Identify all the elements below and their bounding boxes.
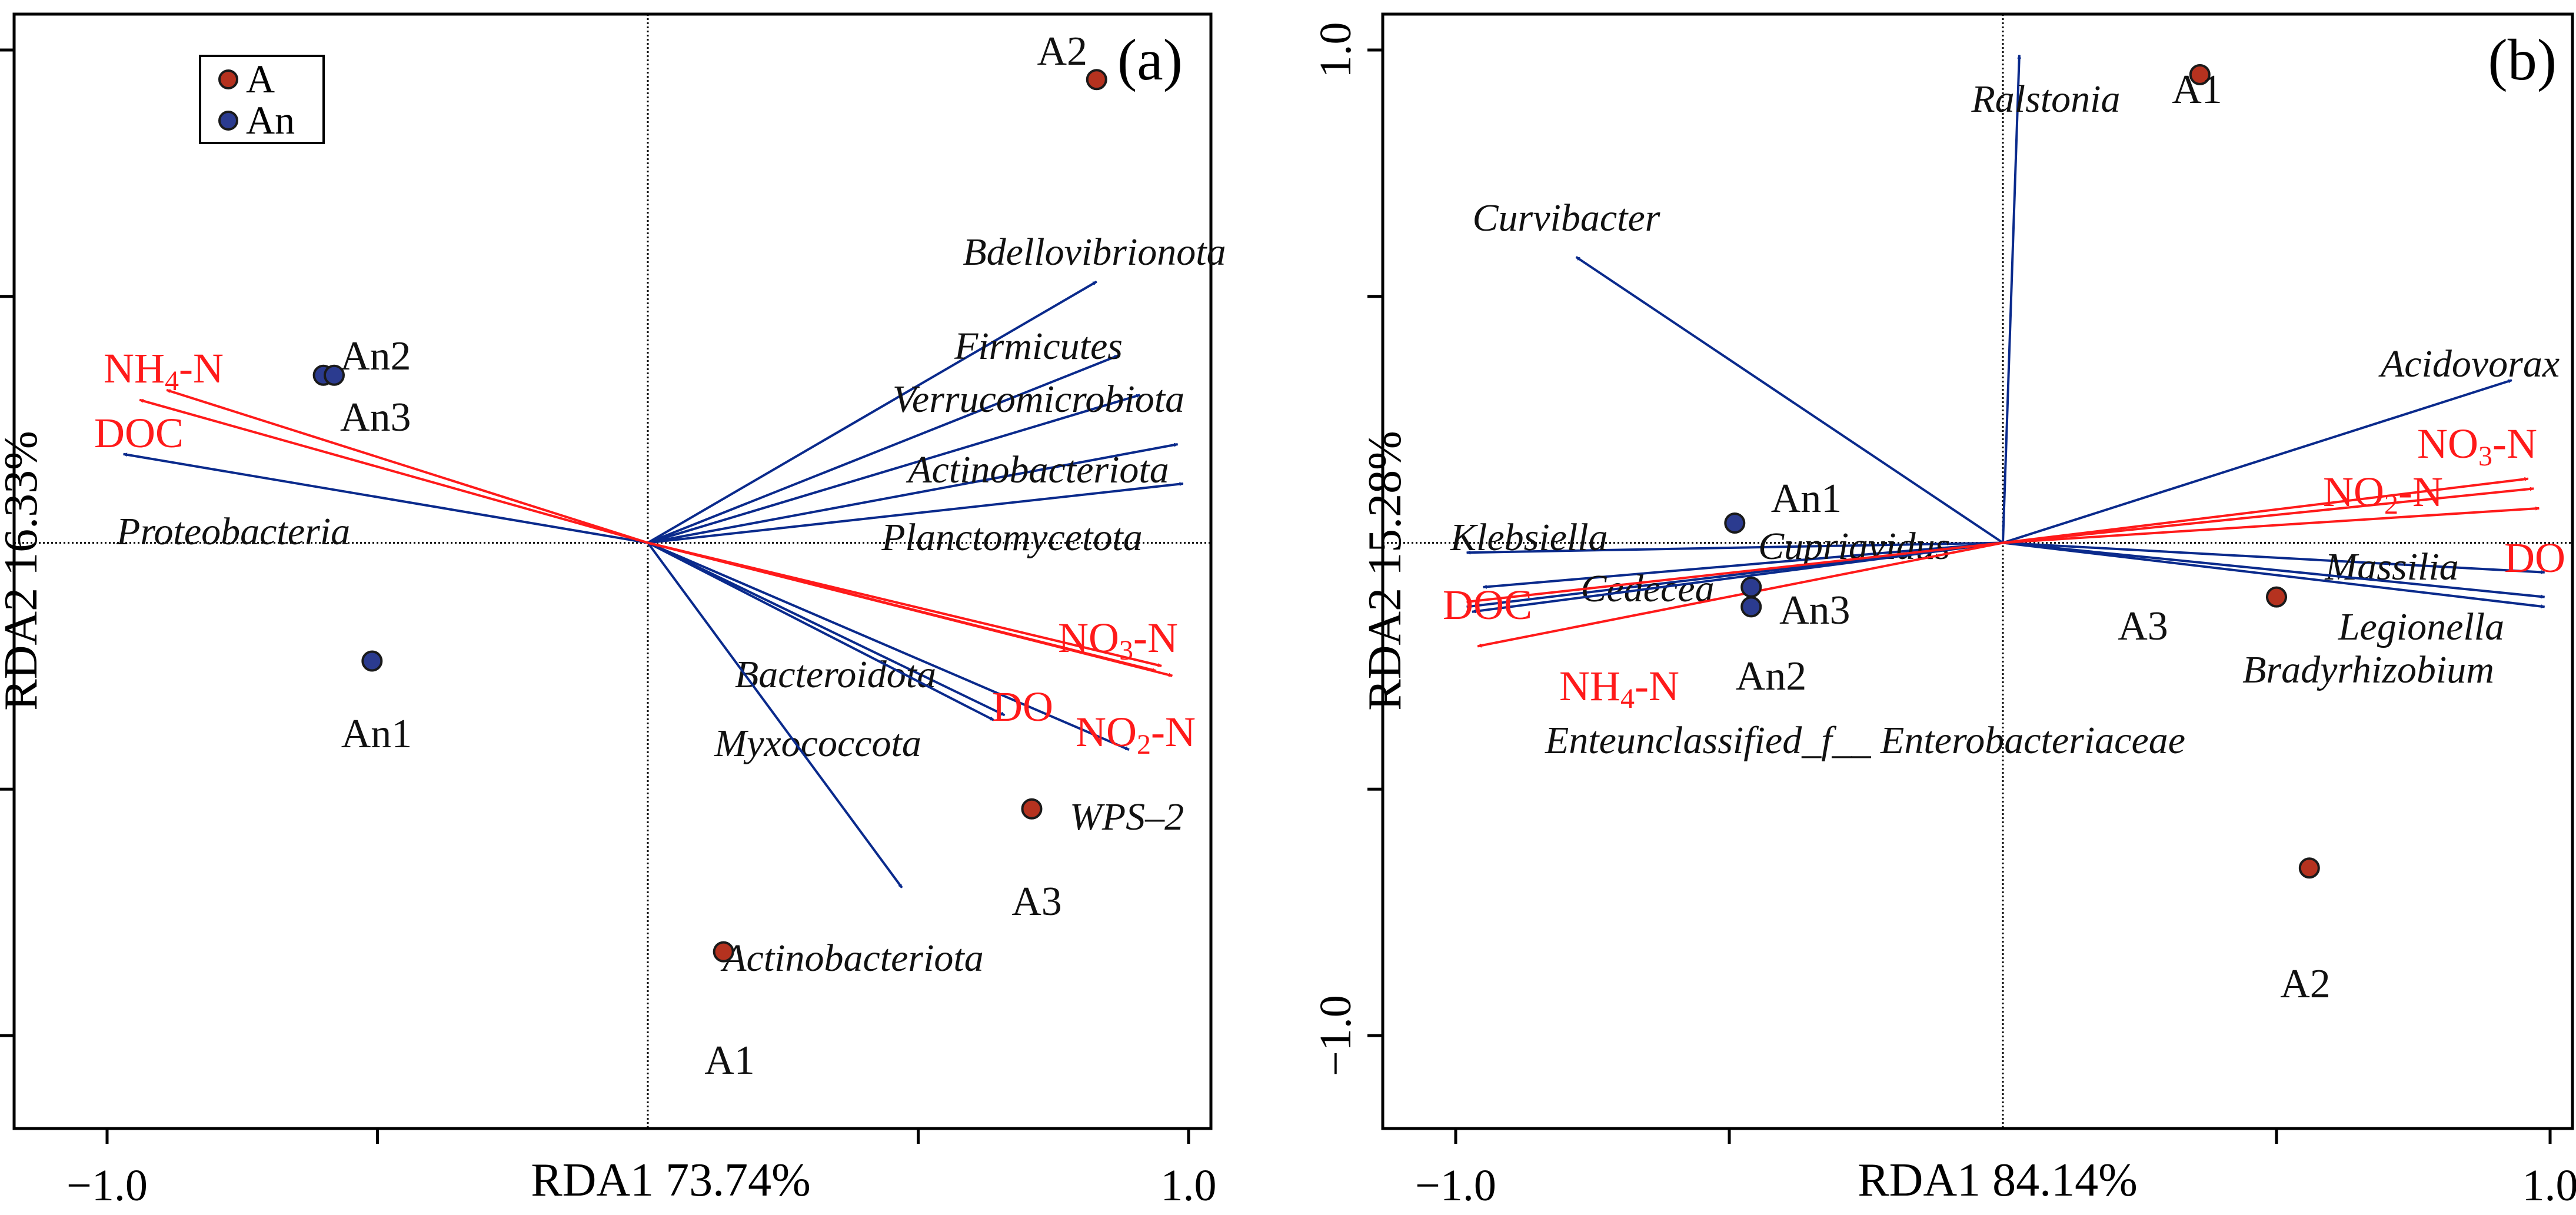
- species-label-bdellovibrionota: Bdellovibrionota: [963, 231, 1226, 274]
- y-axis-title: RDA2 15.28%: [1359, 431, 1411, 711]
- species-vector-bdellovibrionota: [647, 280, 1097, 544]
- species-label-bradyrhizobium: Bradyrhizobium: [2242, 648, 2494, 691]
- site-label-a3: A3: [2118, 604, 2168, 649]
- environment-label-nh-n: NH4​-N: [1559, 663, 1679, 714]
- site-point-a1: [713, 941, 734, 963]
- site-label-an2: An2: [1736, 654, 1807, 699]
- species-vector-bradyrhizobium: [2002, 541, 2545, 609]
- x-tick-label: −1.0: [66, 1161, 148, 1210]
- environment-vector-no-n: [2002, 477, 2529, 544]
- environment-label-doc: DOC: [1443, 581, 1532, 628]
- environment-label-no-n: NO2​-N: [2323, 468, 2443, 520]
- species-vector-acidovorax: [2002, 379, 2512, 544]
- species-label-actinobacteriota: Actinobacteriota: [906, 448, 1169, 491]
- x-axis-title: RDA1 84.14%: [1858, 1154, 2138, 1206]
- site-label-a2: A2: [1037, 29, 1087, 74]
- species-vector-massilia: [2002, 541, 2545, 574]
- legend-label-an: An: [246, 98, 295, 142]
- environment-vector-nh-n: [166, 388, 648, 544]
- environment-label-no-n: NO2​-N: [1076, 708, 1196, 760]
- species-vector-actinobacteriota: [647, 542, 903, 888]
- legend-label-a: A: [246, 56, 275, 101]
- species-label-enteunclassified-f-enterobacteriaceae: Enteunclassified_f__ Enterobacteriaceae: [1545, 719, 2185, 762]
- environment-label-nh-n: NH4​-N: [104, 345, 224, 397]
- panel-b: −1.0 1.0 1.0 −1.0 RDA1 84.14% RDA2 15.28% (b) R…: [1311, 12, 2576, 1210]
- legend: AAn: [199, 55, 325, 144]
- environment-label-no-n: NO3​-N: [1058, 614, 1178, 666]
- species-label-proteobacteria: Proteobacteria: [116, 510, 350, 553]
- legend-box: [199, 55, 325, 144]
- species-vector-curvibacter: [1575, 256, 2004, 544]
- species-vector-cupriavidus: [1482, 541, 2003, 589]
- site-point-an3: [1740, 576, 1762, 598]
- panel-label: (b): [2488, 27, 2557, 92]
- species-vector-myxococcota: [647, 541, 995, 721]
- x-tick-label: −1.0: [1415, 1161, 1496, 1210]
- environment-vector-doc: [139, 398, 648, 544]
- species-label-verrucomicrobiota: Verrucomicrobiota: [893, 378, 1184, 421]
- site-point-a2: [2298, 857, 2320, 879]
- species-vector-planctomycetota: [647, 482, 1184, 544]
- site-point-a1: [2189, 64, 2211, 85]
- site-point-a3: [2266, 586, 2287, 608]
- environment-label-do: DO: [992, 683, 1053, 730]
- species-label-myxococcota: Myxococcota: [714, 722, 921, 765]
- x-tick-label: 1.0: [1161, 1161, 1217, 1210]
- species-vector-verrucomicrobiota: [647, 394, 1140, 544]
- x-tick-label: 1.0: [2522, 1161, 2576, 1210]
- site-point-an1: [1724, 512, 1746, 534]
- site-point-a3: [1021, 798, 1043, 820]
- environment-vector-no-n: [647, 541, 1173, 677]
- site-label-an1: An1: [1771, 476, 1842, 521]
- environment-vector-doc: [1466, 541, 2003, 604]
- x-axis-title: RDA1 73.74%: [531, 1154, 811, 1206]
- site-point-an1: [361, 650, 383, 672]
- species-vector-proteobacteria: [122, 452, 648, 544]
- site-label-a2: A2: [2280, 961, 2331, 1007]
- site-label-an3: An3: [340, 395, 411, 440]
- environment-label-no-n: NO3​-N: [2417, 420, 2537, 472]
- site-point-an3: [323, 364, 345, 386]
- environment-vector-nh-n: [1477, 541, 2003, 648]
- panel-label: (a): [1117, 27, 1183, 92]
- species-vector-enteunclassified-f-enterobacteriaceae: [1472, 541, 2003, 614]
- species-vector-klebsiella: [1466, 541, 2003, 555]
- species-vector-bacteroidota: [647, 541, 1006, 717]
- plot-frame: [12, 12, 1213, 1130]
- species-label-curvibacter: Curvibacter: [1473, 197, 1660, 239]
- site-label-a3: A3: [1011, 879, 1062, 924]
- legend-marker-a: [218, 69, 238, 89]
- site-point-an2: [1740, 596, 1762, 618]
- site-label-an3: An3: [1779, 588, 1851, 633]
- plot-frame: [1381, 12, 2574, 1130]
- species-vector-wps-2: [647, 541, 1130, 751]
- environment-vector-do: [2002, 506, 2540, 544]
- environment-label-do: DO: [2504, 534, 2565, 581]
- site-label-an1: An1: [341, 711, 412, 757]
- site-label-an2: An2: [340, 334, 411, 379]
- environment-label-doc: DOC: [94, 410, 184, 457]
- species-label-legionella: Legionella: [2338, 605, 2504, 648]
- species-label-klebsiella: Klebsiella: [1450, 516, 1608, 559]
- site-label-a1: A1: [704, 1038, 755, 1083]
- environment-vector-no-n: [2002, 487, 2534, 544]
- species-label-planctomycetota: Planctomycetota: [881, 516, 1143, 559]
- species-label-ralstonia: Ralstonia: [1971, 78, 2120, 121]
- species-vector-actinobacteriota: [647, 442, 1179, 544]
- species-label-firmicutes: Firmicutes: [954, 325, 1123, 368]
- species-label-wps-2: WPS–2: [1070, 795, 1184, 838]
- y-tick-label: −1.0: [1311, 995, 1360, 1076]
- y-tick-label: 1.0: [1311, 22, 1360, 78]
- species-vector-ralstonia: [2002, 54, 2022, 543]
- site-point-a2: [1086, 69, 1107, 91]
- y-axis-title: RDA2 16.33%: [0, 431, 47, 711]
- legend-marker-an: [218, 111, 238, 131]
- species-vector-firmicutes: [647, 354, 1119, 544]
- species-label-acidovorax: Acidovorax: [2378, 342, 2560, 385]
- site-label-a1: A1: [2172, 67, 2222, 112]
- species-vector-legionella: [2002, 541, 2545, 599]
- species-label-actinobacteriota: Actinobacteriota: [720, 937, 984, 980]
